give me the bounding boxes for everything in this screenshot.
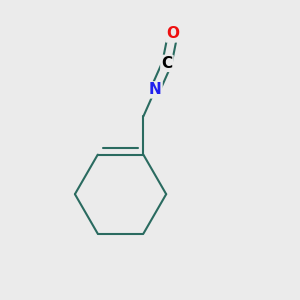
Text: N: N [149,82,161,98]
Text: C: C [161,56,172,71]
Text: O: O [166,26,179,41]
